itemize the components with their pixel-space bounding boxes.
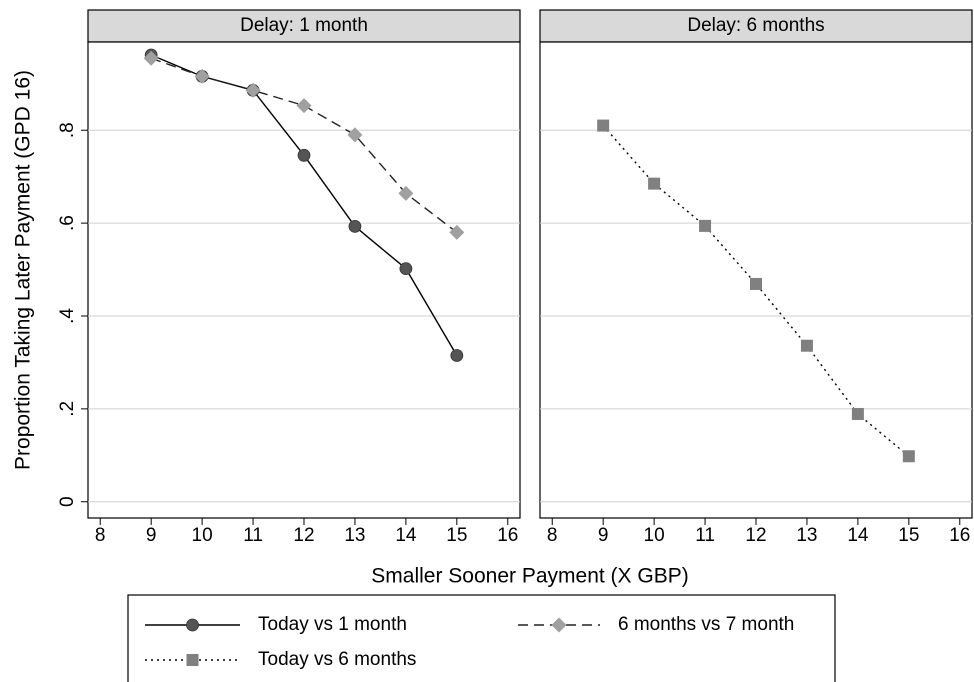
x-tick-label: 13: [796, 525, 817, 546]
x-tick-label: 9: [146, 525, 157, 546]
legend-marker: [186, 618, 199, 632]
x-tick-label: 15: [898, 525, 919, 546]
legend-box: [127, 594, 836, 682]
x-tick-label: 13: [344, 525, 365, 546]
data-point: [450, 349, 464, 362]
data-point: [851, 407, 864, 420]
x-tick-label: 16: [497, 525, 518, 546]
data-point: [449, 224, 465, 240]
x-axis-label: Smaller Sooner Payment (X GBP): [371, 565, 688, 588]
plot-area: [87, 41, 521, 519]
legend-label: Today vs 6 months: [258, 649, 416, 670]
data-point: [347, 127, 363, 143]
y-axis-label: Proportion Taking Later Payment (GPD 16): [12, 70, 35, 470]
y-tick-label: .4: [57, 308, 78, 324]
x-tick-label: 8: [95, 525, 106, 546]
data-point: [194, 68, 210, 84]
data-point: [348, 219, 362, 233]
legend-marker: [551, 617, 567, 633]
panel-title-strip: [539, 9, 973, 43]
x-tick-label: 16: [949, 525, 970, 546]
data-point: [699, 219, 712, 232]
panel-title: Delay: 1 month: [240, 15, 368, 36]
data-point: [143, 50, 159, 66]
data-point: [800, 339, 813, 352]
x-tick-label: 14: [847, 525, 869, 546]
y-tick-label: .6: [57, 215, 78, 231]
data-point: [245, 82, 261, 98]
panel-title-strip: [87, 9, 521, 43]
x-tick-label: 14: [395, 525, 417, 546]
data-point: [902, 450, 915, 463]
x-tick-label: 9: [598, 525, 609, 546]
x-tick-label: 12: [293, 525, 314, 546]
data-point: [296, 98, 312, 114]
legend-label: 6 months vs 7 month: [618, 614, 794, 635]
data-point: [399, 262, 413, 276]
legend-label: Today vs 1 month: [258, 614, 407, 635]
data-point: [398, 185, 414, 201]
x-tick-label: 11: [243, 525, 263, 546]
data-point: [597, 119, 610, 132]
x-tick-label: 12: [745, 525, 766, 546]
y-tick-label: 0: [57, 496, 78, 507]
x-tick-label: 15: [446, 525, 467, 546]
x-tick-label: 10: [192, 525, 213, 546]
data-point: [297, 148, 311, 162]
data-point: [648, 177, 661, 190]
x-tick-label: 10: [644, 525, 665, 546]
panel-title: Delay: 6 months: [687, 15, 824, 36]
legend-marker: [186, 654, 199, 666]
y-tick-label: .2: [57, 401, 78, 417]
y-tick-label: .8: [57, 122, 78, 138]
x-tick-label: 8: [547, 525, 558, 546]
x-tick-label: 11: [695, 525, 715, 546]
data-point: [750, 277, 762, 290]
